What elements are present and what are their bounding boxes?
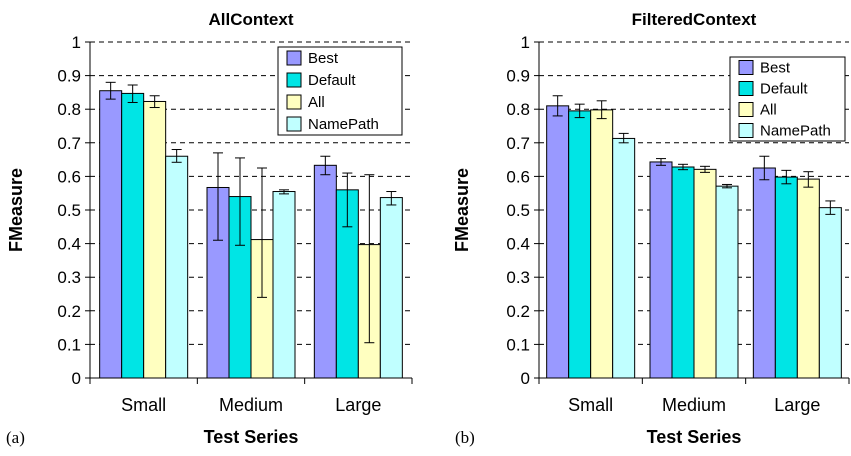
y-tick-label: 0.4 xyxy=(57,235,81,254)
y-tick-label: 0.2 xyxy=(57,302,81,321)
legend-swatch xyxy=(738,60,754,75)
chart-panel-1: 0 0.1 0.2 0.3 0.4 0.5 0.6 0.7 0.8 0.9 1 Small Medium… xyxy=(6,10,413,447)
legend-swatch xyxy=(738,102,754,117)
x-axis-label: Test Series xyxy=(204,427,299,447)
panel-label: (b) xyxy=(455,428,475,447)
legend-label: Default xyxy=(760,81,808,98)
y-tick-label: 0.4 xyxy=(506,235,530,254)
bar xyxy=(143,100,167,379)
bar xyxy=(612,137,636,379)
bar xyxy=(752,167,776,379)
y-tick-label: 0.7 xyxy=(506,134,530,153)
bar xyxy=(121,92,145,379)
bar xyxy=(313,164,337,379)
chart-title: AllContext xyxy=(209,10,294,29)
y-tick-label: 0.5 xyxy=(506,201,530,220)
legend-label: All xyxy=(760,102,777,119)
y-tick-label: 0.7 xyxy=(57,134,81,153)
bar xyxy=(818,207,842,379)
bar xyxy=(272,191,296,379)
legend-swatch xyxy=(286,94,302,110)
bar xyxy=(649,161,673,379)
x-tick-label: Small xyxy=(121,395,166,415)
y-tick-label: 0.3 xyxy=(506,268,530,287)
y-tick-label: 0.5 xyxy=(57,201,81,220)
bar xyxy=(546,105,570,379)
y-tick-label: 1 xyxy=(72,33,81,52)
legend-label: All xyxy=(308,94,325,111)
legend-label: Best xyxy=(760,60,791,77)
bar xyxy=(99,90,123,379)
y-axis-label: FMeasure xyxy=(452,168,472,252)
x-axis-label: Test Series xyxy=(647,427,742,447)
bar xyxy=(590,109,614,379)
bar xyxy=(165,155,189,379)
y-tick-label: 0.9 xyxy=(57,67,81,86)
bar xyxy=(796,178,820,379)
y-tick-label: 0.6 xyxy=(57,167,81,186)
bar xyxy=(715,185,739,379)
legend-label: NamePath xyxy=(308,116,379,133)
x-tick-label: Large xyxy=(335,395,381,415)
legend-swatch xyxy=(286,50,302,66)
y-tick-label: 0.1 xyxy=(57,335,81,354)
legend-swatch xyxy=(286,116,302,132)
bar xyxy=(379,197,403,379)
x-tick-label: Large xyxy=(774,395,820,415)
y-tick-label: 0.3 xyxy=(57,268,81,287)
y-tick-label: 0 xyxy=(72,369,81,388)
bar xyxy=(774,176,798,379)
y-tick-label: 0.8 xyxy=(57,100,81,119)
x-tick-label: Small xyxy=(568,395,613,415)
chart-title: FilteredContext xyxy=(632,10,757,29)
bar xyxy=(568,110,592,379)
legend-swatch xyxy=(738,123,754,138)
y-axis-label: FMeasure xyxy=(6,168,26,252)
y-tick-label: 0.9 xyxy=(506,67,530,86)
y-tick-label: 0.8 xyxy=(506,100,530,119)
y-tick-label: 1 xyxy=(521,33,530,52)
y-tick-label: 0.6 xyxy=(506,167,530,186)
legend-label: Default xyxy=(308,72,356,89)
legend-swatch xyxy=(738,81,754,96)
y-tick-label: 0.2 xyxy=(506,302,530,321)
x-tick-label: Medium xyxy=(662,395,726,415)
legend-swatch xyxy=(286,72,302,88)
legend-label: Best xyxy=(308,50,339,67)
y-tick-label: 0 xyxy=(521,369,530,388)
bar xyxy=(693,168,717,379)
chart-panel-2: 0 0.1 0.2 0.3 0.4 0.5 0.6 0.7 0.8 0.9 1 Small Medium… xyxy=(452,10,850,447)
y-tick-label: 0.1 xyxy=(506,335,530,354)
panel-label: (a) xyxy=(6,428,25,447)
x-tick-label: Medium xyxy=(219,395,283,415)
legend-label: NamePath xyxy=(760,123,831,140)
bar xyxy=(671,166,695,379)
